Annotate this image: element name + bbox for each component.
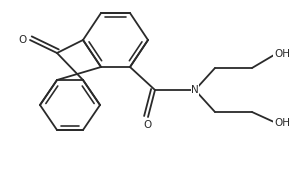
Text: O: O: [19, 35, 27, 45]
Text: OH: OH: [274, 118, 290, 128]
Text: OH: OH: [274, 49, 290, 59]
Text: O: O: [144, 120, 152, 130]
Text: N: N: [191, 85, 199, 95]
